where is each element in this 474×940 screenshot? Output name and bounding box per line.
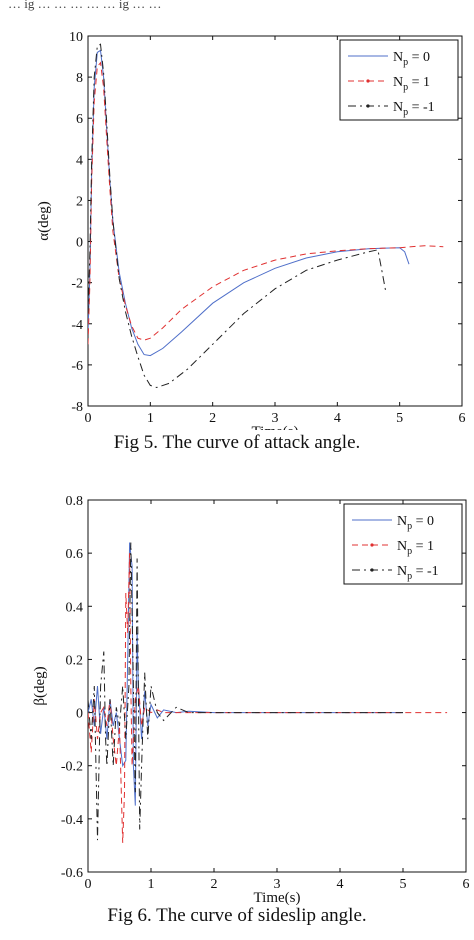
legend-box xyxy=(343,503,463,585)
series-line-npm1 xyxy=(88,542,403,841)
y-tick-label: -8 xyxy=(71,400,83,415)
y-tick-label: 0.4 xyxy=(66,600,84,615)
x-tick-label: 5 xyxy=(396,411,403,426)
y-tick-label: 0 xyxy=(76,236,83,251)
x-tick-label: 4 xyxy=(334,411,341,426)
series-line-np1 xyxy=(88,61,444,345)
top-cropped-text: … ig … … … … … ig … … xyxy=(8,0,162,11)
legend-marker-np1 xyxy=(370,543,374,547)
figure-5-caption: Fig 5. The curve of attack angle. xyxy=(113,432,361,453)
legend-label-np0: Np = 0 xyxy=(397,514,434,532)
y-tick-label: 8 xyxy=(76,71,83,86)
y-tick-label: -0.4 xyxy=(61,813,83,828)
x-tick-label: 6 xyxy=(463,877,470,892)
x-tick-label: 1 xyxy=(148,877,155,892)
y-tick-label: 0.8 xyxy=(66,494,84,509)
x-tick-label: 1 xyxy=(147,411,154,426)
series-line-npm1 xyxy=(88,43,387,389)
x-tick-label: 0 xyxy=(85,877,92,892)
y-tick-label: 4 xyxy=(76,153,83,168)
y-tick-label: 0 xyxy=(76,707,83,722)
x-tick-label: 2 xyxy=(209,411,216,426)
y-tick-label: -4 xyxy=(71,318,83,333)
y-tick-label: 10 xyxy=(69,30,83,45)
x-axis-label: Time(s) xyxy=(254,890,301,905)
x-tick-label: 5 xyxy=(400,877,407,892)
x-tick-label: 0 xyxy=(85,411,92,426)
y-tick-label: 0.6 xyxy=(66,547,84,562)
x-tick-label: 2 xyxy=(211,877,218,892)
legend-label-np1: Np = 1 xyxy=(397,539,434,557)
y-axis-label: β(deg) xyxy=(32,666,48,705)
y-axis-label: α(deg) xyxy=(36,201,52,241)
y-tick-label: 0.2 xyxy=(66,653,84,668)
x-tick-label: 4 xyxy=(337,877,344,892)
legend-marker-npm1 xyxy=(366,104,370,108)
y-tick-label: 6 xyxy=(76,112,83,127)
legend-label-np0: Np = 0 xyxy=(393,50,430,68)
attack-angle-chart: -8 -6 -4 -2 0 2 4 6 8 10 0 1 2 3 4 5 6 Time(s) α(deg) Np = … xyxy=(36,30,466,430)
series-line-np1 xyxy=(88,553,448,843)
figure-6-caption: Fig 6. The curve of sideslip angle. xyxy=(107,905,367,926)
x-tick-label: 3 xyxy=(272,411,279,426)
x-axis-label: Time(s) xyxy=(252,424,299,430)
sideslip-angle-chart: -0.6 -0.4 -0.2 0 0.2 0.4 0.6 0.8 0 1 2 3 4 5 6 Time(s) β… xyxy=(32,494,470,905)
x-tick-label: 6 xyxy=(459,411,466,426)
legend-label-npm1: Np = -1 xyxy=(397,564,439,582)
y-tick-label: -2 xyxy=(71,277,83,292)
series-line-np0 xyxy=(88,49,410,357)
y-tick-label: 2 xyxy=(76,194,83,209)
y-tick-label: -0.2 xyxy=(61,760,83,775)
legend-label-npm1: Np = -1 xyxy=(393,100,435,118)
legend-marker-npm1 xyxy=(370,568,374,572)
x-tick-label: 3 xyxy=(274,877,281,892)
legend-marker-np1 xyxy=(366,79,370,83)
y-tick-label: -0.6 xyxy=(61,866,83,881)
y-tick-label: -6 xyxy=(71,359,83,374)
legend-label-np1: Np = 1 xyxy=(393,75,430,93)
legend-box xyxy=(339,39,459,121)
